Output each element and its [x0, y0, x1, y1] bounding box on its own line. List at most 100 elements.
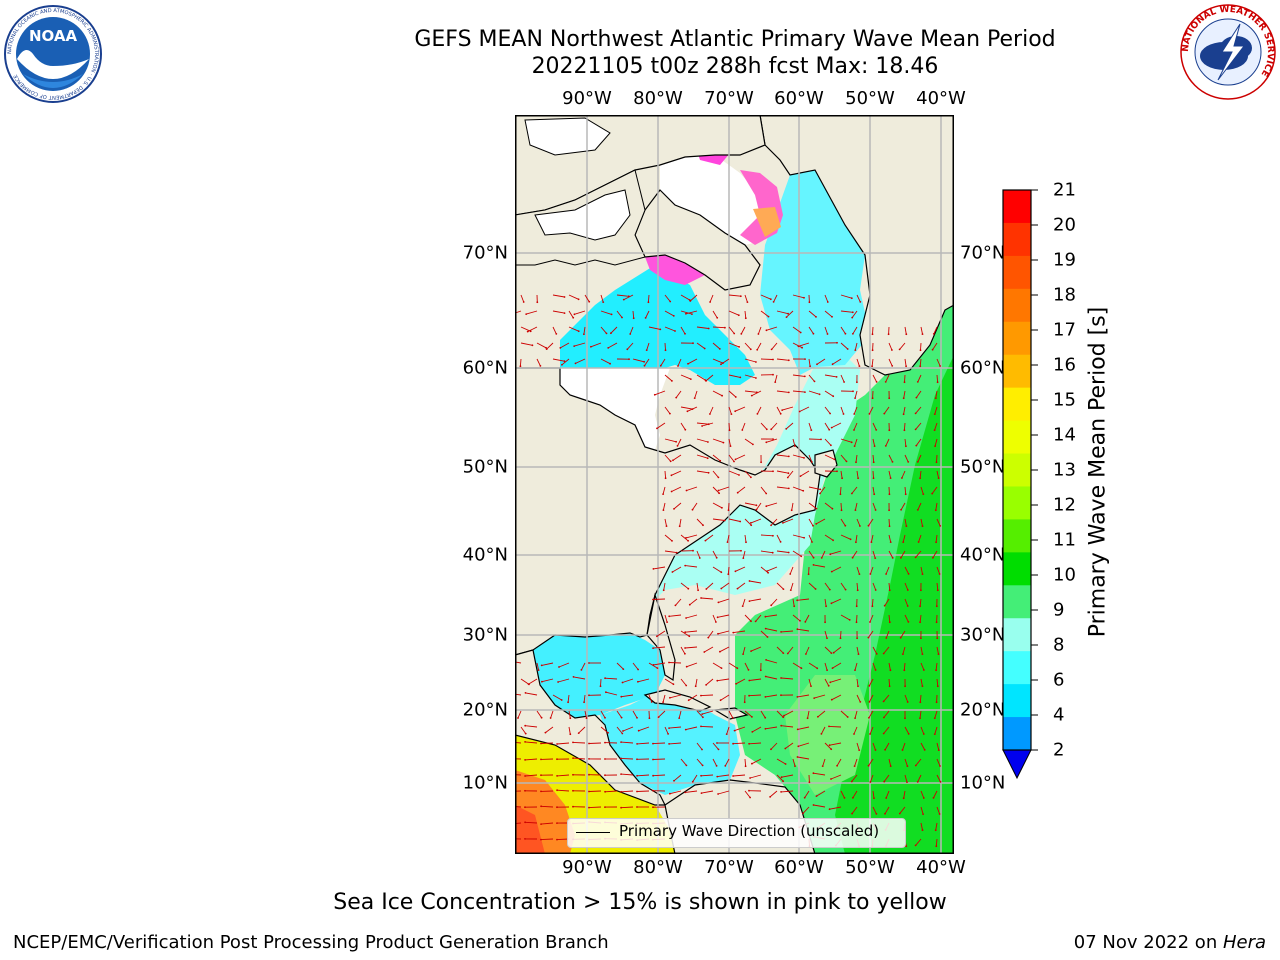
wave-arrow: [557, 742, 570, 745]
wave-arrow: [776, 758, 786, 765]
wave-arrow: [616, 726, 623, 734]
wave-arrow-head: [811, 461, 813, 463]
wave-arrow-head: [524, 821, 526, 824]
wave-arrow: [741, 422, 746, 431]
wave-arrow: [750, 646, 762, 652]
wave-arrow: [856, 470, 859, 479]
colorbar-extend-triangle: [1002, 749, 1032, 780]
wave-arrow-head: [590, 345, 592, 348]
wave-arrow: [581, 662, 586, 671]
wave-arrow-head: [703, 347, 706, 350]
wave-arrow-head: [868, 413, 871, 415]
wave-arrow-head: [733, 729, 736, 732]
wave-arrow: [712, 518, 725, 521]
wave-arrow-head: [905, 333, 908, 336]
wave-arrow: [584, 710, 587, 719]
wave-arrow-head: [662, 493, 664, 495]
wave-arrow: [856, 678, 859, 687]
wave-arrow: [792, 342, 803, 349]
wave-arrow: [920, 566, 923, 575]
lon-label-top: 80°W: [633, 88, 683, 109]
wave-arrow-head: [907, 621, 910, 623]
wave-arrow-head: [869, 733, 871, 735]
wave-arrow-head: [764, 696, 767, 698]
wave-arrow: [787, 470, 794, 478]
wave-arrow: [903, 422, 906, 431]
wave-arrow-head: [540, 742, 542, 745]
wave-arrow-head: [906, 605, 909, 607]
wave-arrow-head: [859, 301, 862, 303]
wave-arrow: [808, 310, 817, 318]
wave-arrow-head: [852, 796, 854, 799]
colorbar-tick-label: 14: [1053, 424, 1076, 446]
wave-arrow: [696, 422, 709, 425]
wave-arrow: [744, 374, 757, 379]
wave-arrow: [744, 614, 752, 622]
wave-arrow-head: [889, 669, 892, 672]
wave-arrow: [557, 678, 570, 683]
wave-arrow-head: [700, 774, 702, 777]
wave-arrow: [742, 598, 746, 607]
wave-arrow: [904, 326, 907, 335]
wave-arrow: [872, 486, 875, 495]
wave-arrow: [797, 726, 810, 730]
wave-arrow-head: [672, 459, 674, 462]
wave-arrow-head: [921, 333, 924, 335]
wave-arrow-head: [770, 524, 772, 527]
wave-arrow-head: [899, 636, 902, 639]
wave-arrow: [669, 742, 682, 745]
wave-arrow-head: [938, 573, 941, 575]
wave-arrow-head: [902, 653, 904, 655]
wave-arrow-head: [652, 789, 654, 792]
wave-arrow: [680, 646, 686, 655]
wave-arrow: [935, 390, 938, 399]
wave-arrow-head: [785, 316, 788, 318]
wave-arrow-head: [915, 444, 918, 447]
wave-arrow: [540, 742, 554, 744]
wave-arrow-head: [787, 455, 790, 458]
wave-arrow: [856, 646, 859, 655]
wave-arrow: [933, 790, 938, 799]
wave-arrow-head: [937, 749, 940, 751]
wave-arrow: [685, 534, 698, 539]
wave-arrow: [915, 438, 922, 446]
wave-arrow: [664, 294, 671, 302]
wave-arrow: [776, 454, 789, 457]
wave-arrow: [744, 534, 747, 543]
wave-arrow-head: [563, 360, 566, 363]
wave-arrow-head: [721, 394, 723, 397]
colorbar-segment: [1003, 651, 1031, 685]
wave-arrow: [856, 694, 861, 703]
wave-arrow: [750, 518, 762, 524]
wave-arrow: [735, 566, 746, 572]
colorbar-label: Primary Wave Mean Period [s]: [1085, 306, 1111, 638]
colorbar-segment: [1003, 255, 1031, 290]
wave-arrow: [831, 566, 842, 573]
wave-arrow-head: [888, 589, 891, 592]
wave-arrow: [808, 358, 811, 367]
wave-arrow-head: [685, 665, 688, 668]
wave-arrow: [904, 614, 909, 623]
wave-arrow-head: [786, 476, 789, 479]
wave-arrow: [653, 566, 666, 570]
wave-arrow: [936, 774, 941, 783]
wave-arrow: [696, 710, 704, 718]
wave-arrow-head: [772, 301, 775, 303]
wave-arrow-head: [868, 716, 870, 719]
wave-arrow: [920, 518, 923, 527]
wave-arrow-head: [716, 316, 719, 319]
wave-arrow-head: [933, 413, 936, 415]
wave-arrow-head: [769, 298, 772, 301]
wave-arrow: [840, 470, 843, 479]
wave-arrow-head: [883, 412, 886, 415]
wave-arrow: [557, 774, 570, 777]
wave-arrow: [935, 534, 938, 543]
colorbar-tick-label: 11: [1053, 529, 1076, 551]
wave-arrow: [831, 694, 842, 701]
wave-arrow-head: [604, 716, 606, 719]
wave-arrow-head: [843, 381, 845, 383]
wave-arrow-head: [755, 377, 757, 379]
chart-subtitle: 20221105 t00z 288h fcst Max: 18.46: [531, 54, 939, 79]
wave-arrow-head: [888, 685, 891, 688]
wave-arrow-head: [939, 525, 942, 527]
